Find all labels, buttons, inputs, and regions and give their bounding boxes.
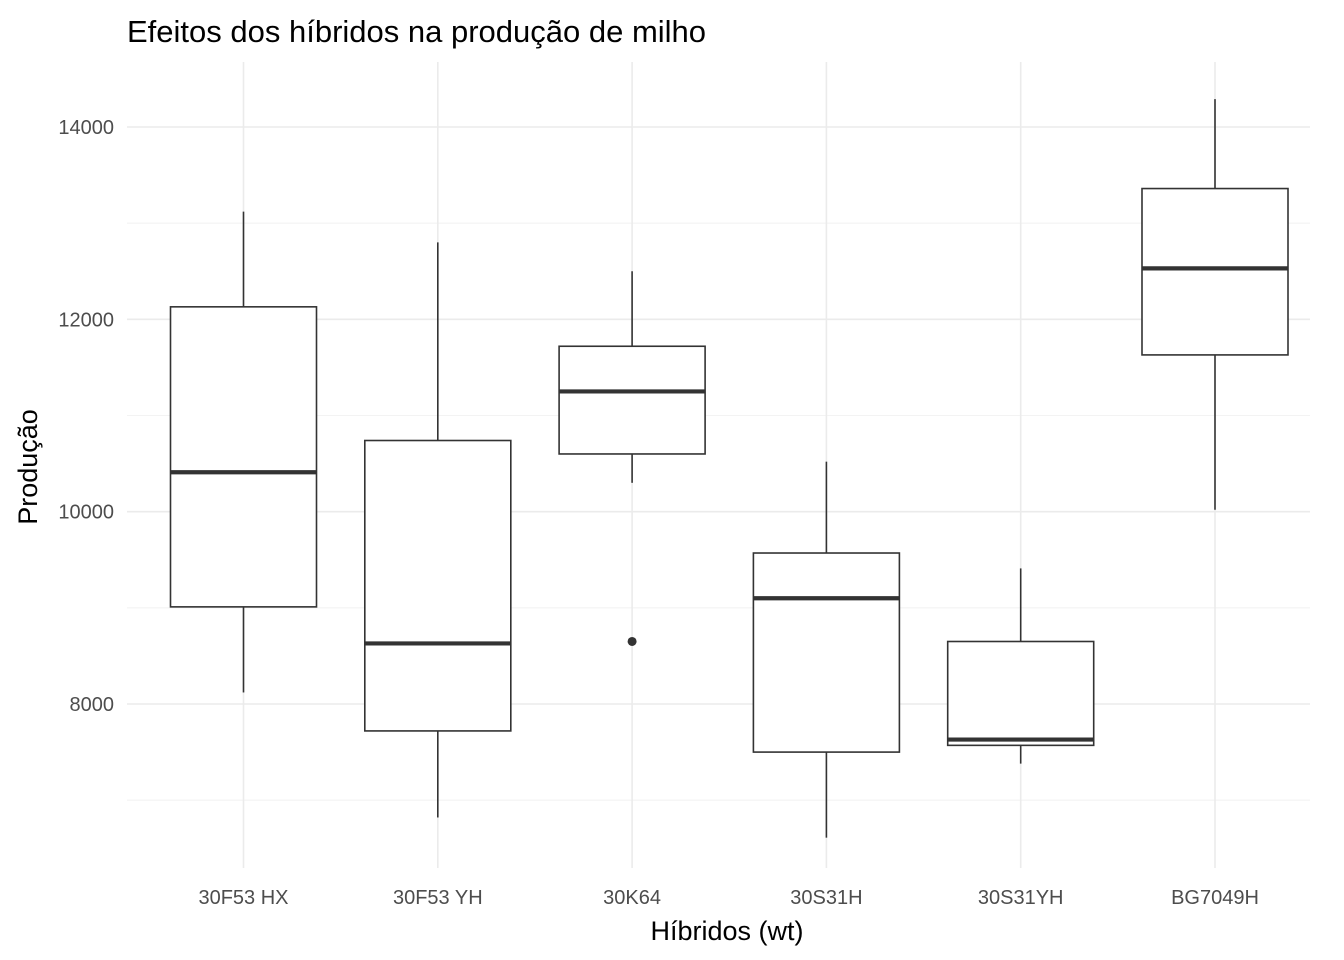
- x-tick-label: 30K64: [603, 887, 661, 909]
- outlier-point: [627, 636, 637, 646]
- iqr-box: [752, 552, 901, 753]
- y-tick-label: 8000: [70, 694, 115, 716]
- iqr-box: [363, 439, 512, 732]
- x-tick-label: 30S31YH: [978, 887, 1064, 909]
- y-tick-label: 14000: [58, 117, 114, 139]
- boxplot-30s31yh: [946, 568, 1095, 764]
- x-tick-label: 30S31H: [790, 887, 862, 909]
- y-axis-ticks: 8000 10000 12000 14000: [58, 117, 114, 716]
- iqr-box: [558, 345, 706, 455]
- boxplot-30f53-hx: [169, 211, 318, 693]
- x-tick-label: BG7049H: [1171, 887, 1259, 909]
- x-axis-title: Híbridos (wt): [650, 916, 803, 946]
- x-tick-label: 30F53 YH: [393, 887, 483, 909]
- x-axis-ticks: 30F53 HX 30F53 YH 30K64 30S31H 30S31YH BG7049…: [198, 887, 1258, 909]
- boxplot-bg7049h: [1141, 99, 1289, 510]
- iqr-box: [946, 640, 1095, 747]
- iqr-box: [169, 306, 318, 608]
- y-axis-title: Produção: [13, 409, 43, 525]
- boxplot-30k64: [558, 271, 706, 646]
- boxes: [169, 99, 1289, 838]
- iqr-box: [1141, 187, 1289, 356]
- y-tick-label: 12000: [58, 309, 114, 331]
- boxplot-30f53-yh: [363, 242, 512, 818]
- chart-title: Efeitos dos híbridos na produção de milh…: [127, 14, 706, 49]
- x-tick-label: 30F53 HX: [198, 887, 288, 909]
- boxplot-30s31h: [752, 461, 901, 838]
- y-tick-label: 10000: [58, 502, 114, 524]
